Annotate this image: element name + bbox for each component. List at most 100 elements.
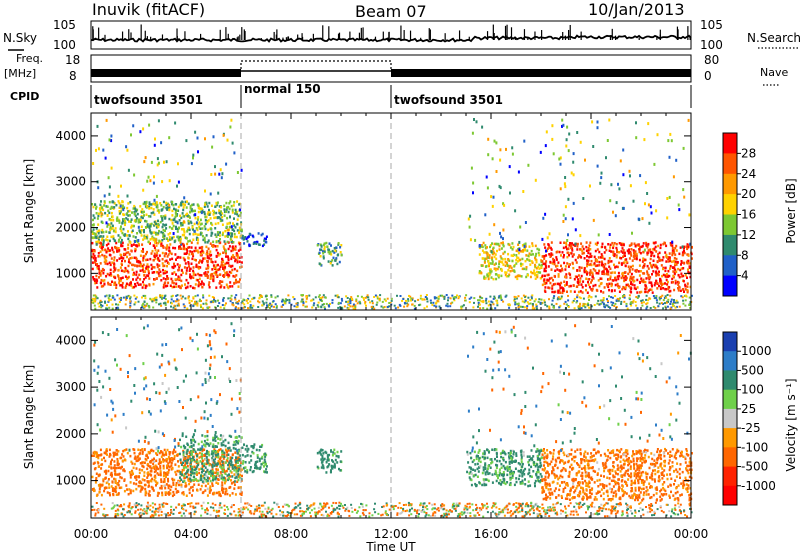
power-ytick-label: 1000	[55, 266, 86, 280]
velocity-mark	[92, 488, 94, 491]
velocity-mark	[114, 490, 117, 493]
power-mark	[347, 301, 350, 304]
velocity-mark	[108, 483, 110, 486]
power-mark	[241, 237, 244, 240]
power-mark	[544, 212, 547, 216]
power-mark	[481, 249, 484, 252]
velocity-mark	[146, 462, 149, 466]
power-mark	[584, 303, 587, 306]
velocity-mark	[167, 486, 170, 490]
power-mark	[656, 260, 659, 263]
power-mark	[628, 270, 631, 274]
velocity-mark	[95, 478, 98, 482]
power-mark	[128, 214, 131, 217]
power-mark	[141, 265, 144, 268]
cpid-segment-2: normal 150	[244, 82, 321, 96]
power-mark	[548, 286, 551, 290]
power-mark	[187, 256, 190, 259]
velocity-mark	[204, 484, 207, 488]
power-mark	[163, 237, 166, 240]
power-mark	[234, 258, 237, 261]
power-mark	[674, 301, 677, 304]
power-mark	[514, 301, 517, 304]
power-mark	[643, 263, 646, 266]
velocity-mark	[136, 456, 139, 459]
power-mark	[208, 201, 211, 205]
power-mark	[114, 227, 117, 230]
power-mark	[238, 203, 241, 206]
power-mark	[367, 298, 370, 301]
velocity-mark	[108, 465, 111, 468]
power-mark	[180, 224, 183, 227]
power-mark	[164, 285, 167, 288]
power-mark	[217, 191, 220, 195]
power-mark	[262, 303, 265, 306]
power-mark	[115, 248, 118, 251]
velocity-mark	[97, 462, 100, 465]
power-mark	[197, 238, 200, 242]
power-mark	[559, 286, 562, 290]
power-mark	[587, 251, 590, 255]
power-mark	[568, 132, 571, 136]
power-mark	[665, 301, 668, 304]
power-mark	[213, 296, 215, 299]
velocity-mark	[211, 450, 214, 453]
power-mark	[613, 289, 616, 292]
power-mark	[588, 299, 590, 301]
power-mark	[216, 245, 219, 248]
power-mark	[140, 216, 143, 219]
velocity-mark	[219, 434, 222, 437]
power-mark	[176, 213, 179, 216]
power-mark	[482, 301, 485, 304]
velocity-mark	[167, 462, 170, 465]
power-mark	[655, 299, 658, 302]
power-mark	[153, 252, 156, 255]
velocity-mark	[200, 455, 203, 458]
power-mark	[355, 300, 358, 303]
velocity-mark	[188, 491, 191, 495]
power-mark	[177, 162, 179, 166]
power-mark	[318, 294, 321, 297]
power-mark	[107, 300, 110, 303]
velocity-mark	[201, 459, 204, 463]
power-mark	[662, 299, 665, 302]
power-mark	[526, 301, 529, 304]
power-mark	[534, 298, 537, 301]
power-mark	[607, 306, 610, 308]
power-mark	[566, 247, 568, 251]
power-mark	[517, 170, 520, 174]
velocity-mark	[119, 467, 122, 470]
power-mark	[339, 302, 342, 305]
power-mark	[206, 250, 209, 253]
velocity-mark	[168, 457, 171, 461]
power-mark	[551, 299, 554, 302]
power-mark	[199, 250, 202, 254]
power-mark	[244, 236, 247, 239]
power-mark	[230, 255, 233, 259]
power-mark	[559, 284, 562, 287]
power-mark	[186, 230, 189, 233]
power-mark	[538, 263, 541, 267]
power-mark	[646, 253, 649, 256]
power-mark	[142, 188, 145, 192]
power-mark	[640, 245, 643, 249]
power-mark	[172, 266, 175, 270]
power-mark	[183, 229, 186, 233]
power-mark	[197, 216, 200, 219]
power-mark	[423, 307, 426, 310]
power-mark	[180, 201, 183, 205]
velocity-mark	[237, 465, 240, 468]
power-mark	[613, 242, 616, 245]
power-mark	[634, 301, 637, 303]
power-mark	[169, 251, 172, 254]
power-mark	[490, 276, 493, 279]
power-mark	[95, 274, 98, 278]
power-mark	[99, 274, 102, 277]
power-mark	[586, 273, 588, 276]
velocity-mark	[177, 460, 179, 463]
power-mark	[170, 218, 173, 222]
power-mark	[205, 234, 208, 237]
power-mark	[680, 263, 682, 266]
power-mark	[191, 203, 194, 207]
power-mark	[447, 296, 450, 299]
